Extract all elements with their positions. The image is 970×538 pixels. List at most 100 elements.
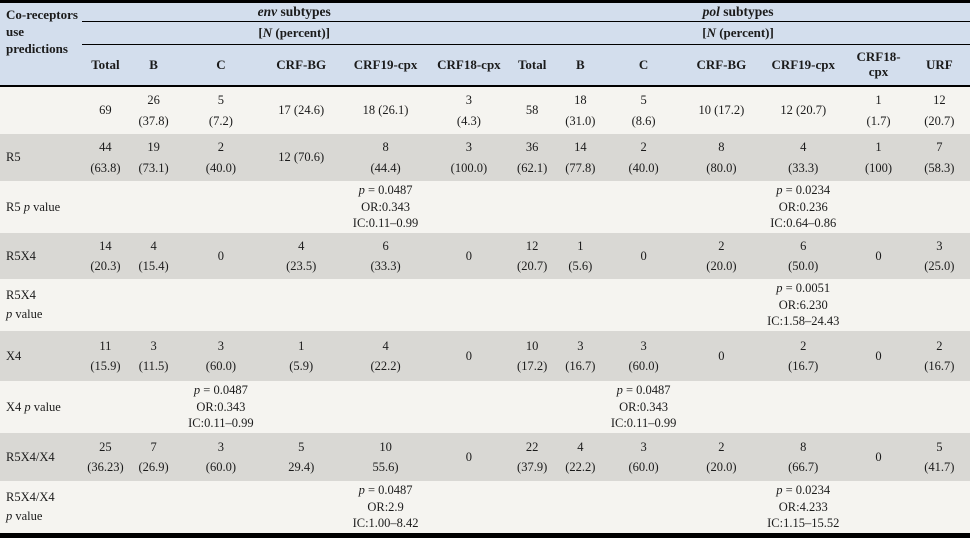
table-cell xyxy=(602,181,684,233)
table-cell xyxy=(909,181,970,233)
table-cell: p = 0.0051 OR:6.230 IC:1.58–24.43 xyxy=(767,281,840,329)
table-cell: 7 (26.9) xyxy=(138,439,169,474)
table-cell: 69 xyxy=(99,103,112,118)
table-cell xyxy=(558,381,602,433)
table-cell xyxy=(339,279,431,331)
table-cell: 5 (41.7) xyxy=(924,439,955,474)
pol-subtitle: [N (percent)] xyxy=(506,21,970,45)
row-label: R5X4 xyxy=(6,248,36,263)
table-cell: 0 xyxy=(640,248,647,263)
table-cell xyxy=(129,381,179,433)
pol-gene-label: pol xyxy=(702,4,720,19)
table-cell xyxy=(685,181,758,233)
table-cell xyxy=(432,279,506,331)
table-cell: 5 (7.2) xyxy=(208,93,233,128)
row-label: R5X4/X4 xyxy=(6,449,55,464)
col-pol-total: Total xyxy=(506,44,559,87)
table-cell: 10 55.6) xyxy=(372,439,399,474)
table-cell: 17 (24.6) xyxy=(278,103,325,118)
table-row: R5 44 (63.8) 19 (73.1) 2 (40.0) 12 (70.6) 8 (44.4… xyxy=(0,134,970,181)
table-cell xyxy=(179,279,263,331)
table-row: R5X4 p value p = 0.0051 OR:6.230 IC:1.58–24.… xyxy=(0,279,970,331)
table-cell: 0 xyxy=(875,248,882,263)
table-cell: 8 (66.7) xyxy=(788,439,819,474)
col-env-total: Total xyxy=(82,44,129,87)
table-cell xyxy=(848,481,908,535)
table-cell xyxy=(909,481,970,535)
col-env-b: B xyxy=(128,44,179,87)
table-cell: 14 (77.8) xyxy=(565,140,596,175)
pol-group-header: pol subtypes xyxy=(506,1,970,22)
env-subtitle: [N (percent)] xyxy=(82,21,507,45)
table-cell: 3 (60.0) xyxy=(628,439,659,474)
table-cell xyxy=(82,481,128,535)
table-cell: 2 (16.7) xyxy=(924,338,955,373)
env-gene-label: env xyxy=(257,4,278,19)
table-cell xyxy=(506,481,558,535)
table-cell xyxy=(602,481,684,535)
table-cell: 6 (33.3) xyxy=(370,238,401,273)
col-env-c: C xyxy=(178,44,264,87)
table-cell xyxy=(263,181,339,233)
table-cell: 4 (22.2) xyxy=(370,338,401,373)
table-cell: p = 0.0487 OR:2.9 IC:1.00–8.42 xyxy=(352,483,419,531)
table-cell xyxy=(82,381,128,433)
table-cell: 1 (1.7) xyxy=(866,93,891,128)
table-cell: 36 (62.1) xyxy=(517,140,548,175)
table-cell xyxy=(129,181,179,233)
table-cell: 5 (8.6) xyxy=(631,93,656,128)
col-pol-crf18-cpx: CRF18-cpx xyxy=(848,44,909,87)
table-cell xyxy=(758,381,848,433)
col-pol-crf19-cpx: CRF19-cpx xyxy=(758,44,849,87)
table-cell: 2 (20.0) xyxy=(706,439,737,474)
table-row: R5X4 14 (20.3) 4 (15.4) 0 4 (23.5) 6 (33.3) 0 12 (20… xyxy=(0,233,970,279)
table-cell: 12 (20.7) xyxy=(780,103,827,118)
table-cell xyxy=(263,381,339,433)
table-cell: 3 (16.7) xyxy=(565,338,596,373)
table-cell: 2 (20.0) xyxy=(706,238,737,273)
table-cell: 19 (73.1) xyxy=(138,140,169,175)
table-cell: 4 (22.2) xyxy=(565,439,596,474)
table-cell: 18 (26.1) xyxy=(362,103,409,118)
subtitle-row: [N (percent)] [N (percent)] xyxy=(0,21,970,45)
table-cell xyxy=(558,481,602,535)
table-cell: 44 (63.8) xyxy=(90,140,121,175)
table-cell xyxy=(909,279,970,331)
table-cell: p = 0.0234 OR:0.236 IC:0.64–0.86 xyxy=(770,183,837,231)
row-label: R5 xyxy=(6,150,21,165)
table-cell xyxy=(506,381,558,433)
table-cell: 10 (17.2) xyxy=(517,338,548,373)
table-cell: 12 (20.7) xyxy=(924,93,955,128)
table-cell: p = 0.0487 OR:0.343 IC:0.11–0.99 xyxy=(188,383,254,431)
col-env-crf-bg: CRF-BG xyxy=(263,44,340,87)
table-cell: p = 0.0487 OR:0.343 IC:0.11–0.99 xyxy=(610,383,677,431)
table-cell xyxy=(558,279,602,331)
table-cell: 8 (80.0) xyxy=(706,140,737,175)
row-label xyxy=(0,86,82,134)
column-header-row: Total B C CRF-BG CRF19-cpx CRF18-cpx Tot… xyxy=(0,44,970,87)
table-cell: 58 xyxy=(525,103,539,118)
table-cell xyxy=(685,279,758,331)
table-cell: 6 (50.0) xyxy=(788,238,819,273)
table-cell xyxy=(179,181,263,233)
table-cell: 26 (37.8) xyxy=(138,93,169,128)
table-cell xyxy=(848,381,908,433)
col-env-crf19-cpx: CRF19-cpx xyxy=(339,44,432,87)
row-label: R5X4/X4 p value xyxy=(6,490,55,523)
table-cell xyxy=(432,381,506,433)
table-cell: 2 (40.0) xyxy=(628,140,659,175)
col-pol-crf-bg: CRF-BG xyxy=(684,44,759,87)
table-cell: 0 xyxy=(217,248,225,263)
table-cell: 0 xyxy=(718,348,725,363)
row-label: R5X4 p value xyxy=(6,288,43,321)
table-cell: 1 (100) xyxy=(864,140,893,175)
table-row: R5 p value p = 0.0487 OR:0.343 IC:0.11–0.99… xyxy=(0,181,970,233)
table-cell: 3 (60.0) xyxy=(628,338,659,373)
table-cell: 7 (58.3) xyxy=(924,140,955,175)
table-cell: p = 0.0234 OR:4.233 IC:1.15–15.52 xyxy=(767,483,840,531)
table-cell: 1 (5.6) xyxy=(568,238,593,273)
table-cell: 2 (40.0) xyxy=(205,140,236,175)
table-row: X4 11 (15.9) 3 (11.5) 3 (60.0) 1 (5.9) 4 (22.2) 0 10… xyxy=(0,331,970,381)
table-cell: 0 xyxy=(465,449,473,464)
table-cell xyxy=(848,279,908,331)
